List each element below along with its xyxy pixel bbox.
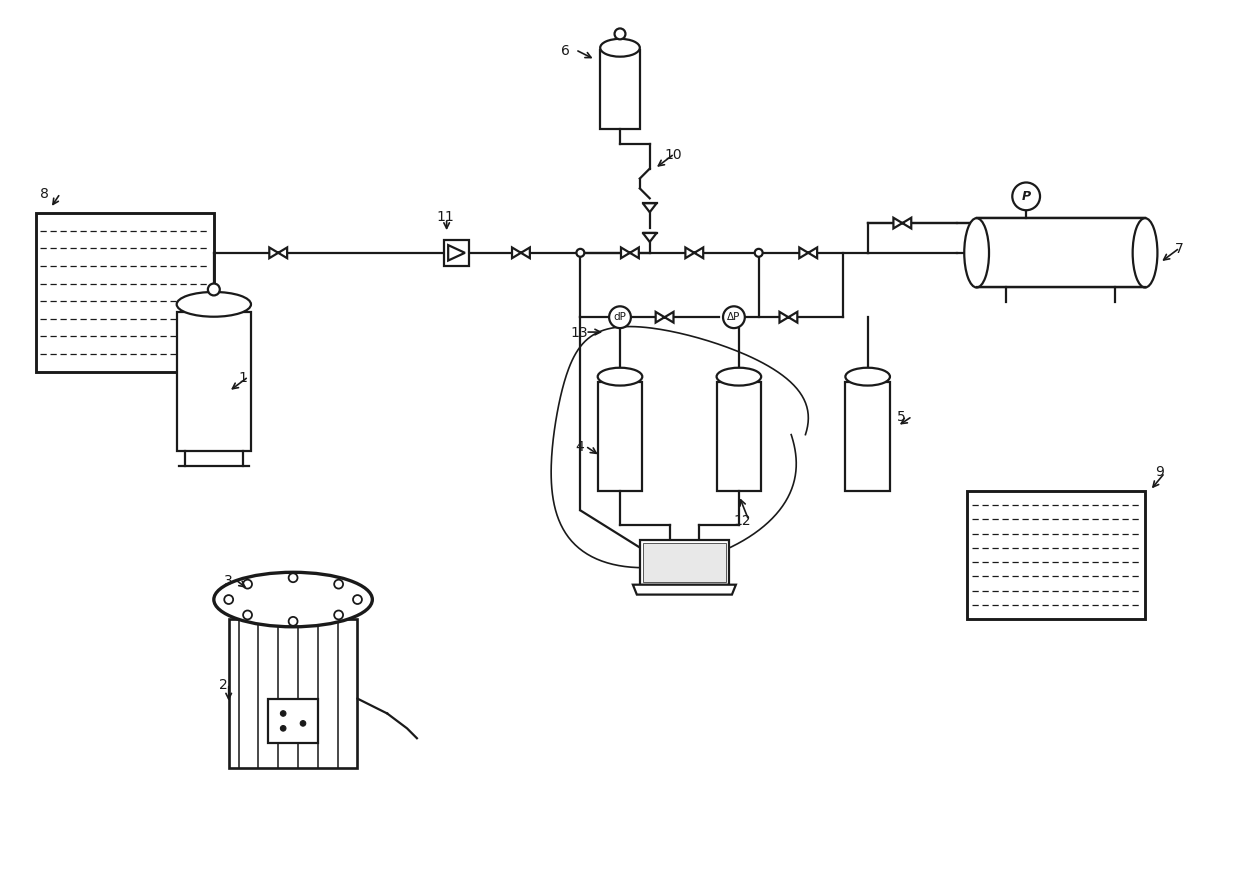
Bar [967, 491, 1145, 619]
Bar [598, 381, 642, 491]
Bar [977, 218, 1145, 288]
Text: 8: 8 [41, 187, 50, 201]
Bar [444, 240, 470, 266]
Polygon shape [621, 248, 639, 258]
Circle shape [243, 610, 252, 619]
Circle shape [1012, 183, 1040, 210]
Circle shape [289, 617, 298, 625]
Circle shape [243, 580, 252, 589]
Text: 3: 3 [223, 574, 232, 588]
Polygon shape [642, 203, 657, 212]
Text: 11: 11 [436, 210, 455, 225]
Polygon shape [448, 245, 465, 260]
Circle shape [300, 721, 306, 726]
Circle shape [353, 595, 362, 604]
Bar [717, 381, 761, 491]
Polygon shape [642, 233, 657, 242]
Ellipse shape [965, 218, 990, 288]
Circle shape [224, 595, 233, 604]
Polygon shape [893, 217, 911, 228]
Text: 2: 2 [218, 678, 227, 691]
Circle shape [280, 711, 286, 716]
Bar [600, 50, 640, 129]
Ellipse shape [717, 368, 761, 386]
Text: P: P [1022, 190, 1030, 203]
Polygon shape [656, 312, 673, 323]
Text: 4: 4 [575, 440, 584, 454]
Polygon shape [512, 248, 529, 258]
Ellipse shape [176, 292, 250, 316]
Polygon shape [686, 248, 703, 258]
Circle shape [577, 249, 584, 257]
Text: ΔP: ΔP [727, 312, 740, 323]
Text: dP: dP [614, 312, 626, 323]
Text: 7: 7 [1174, 241, 1183, 256]
Circle shape [723, 307, 745, 328]
Circle shape [334, 580, 343, 589]
Ellipse shape [1132, 218, 1157, 288]
Text: 12: 12 [734, 514, 751, 528]
Text: 10: 10 [665, 148, 682, 161]
Polygon shape [780, 312, 797, 323]
Circle shape [289, 573, 298, 582]
Bar [268, 699, 317, 743]
Circle shape [615, 29, 625, 39]
Polygon shape [269, 248, 288, 258]
Circle shape [280, 725, 286, 732]
Circle shape [755, 249, 763, 257]
Bar [977, 218, 1145, 288]
Polygon shape [800, 248, 817, 258]
Polygon shape [632, 584, 735, 594]
Ellipse shape [598, 368, 642, 386]
Bar [642, 544, 725, 582]
Ellipse shape [600, 39, 640, 57]
Bar [846, 381, 890, 491]
Text: 9: 9 [1154, 465, 1164, 478]
Text: 5: 5 [898, 410, 906, 424]
Circle shape [334, 610, 343, 619]
Bar [36, 213, 213, 372]
Bar [228, 619, 357, 768]
Text: 6: 6 [560, 44, 569, 58]
Ellipse shape [213, 572, 372, 626]
Circle shape [208, 283, 219, 296]
Bar [281, 600, 305, 619]
Bar [176, 312, 250, 451]
Bar [640, 540, 729, 584]
Circle shape [609, 307, 631, 328]
Text: 13: 13 [570, 326, 588, 340]
Ellipse shape [846, 368, 890, 386]
Text: 1: 1 [238, 371, 248, 385]
